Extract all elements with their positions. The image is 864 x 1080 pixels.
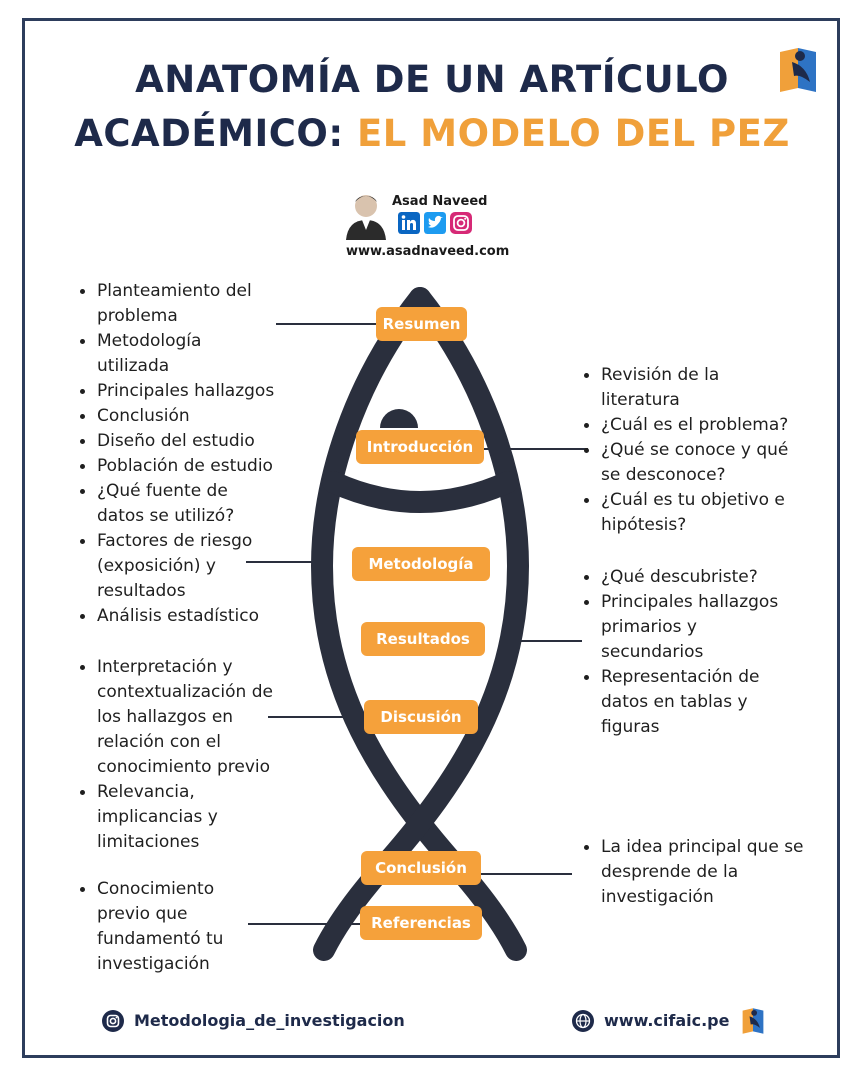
list-item: Análisis estadístico bbox=[77, 604, 297, 629]
title-line-2-text: ACADÉMICO: bbox=[74, 112, 358, 155]
introduccion-notes: Revisión de la literatura ¿Cuál es el pr… bbox=[581, 363, 811, 538]
twitter-icon[interactable] bbox=[424, 212, 446, 234]
section-metodologia: Metodología bbox=[352, 547, 490, 581]
section-discusion: Discusión bbox=[364, 700, 478, 734]
referencias-notes: Conocimiento previo que fundamentó tu in… bbox=[77, 877, 257, 977]
list-item: Conclusión bbox=[77, 404, 277, 429]
conclusion-notes: La idea principal que se desprende de la… bbox=[581, 835, 804, 910]
discusion-notes: Interpretación y contextualización de lo… bbox=[77, 655, 289, 855]
section-conclusion: Conclusión bbox=[361, 851, 481, 885]
footer-instagram-handle[interactable]: Metodologia_de_investigacion bbox=[134, 1011, 405, 1030]
list-item: Representación de datos en tablas y figu… bbox=[581, 665, 791, 740]
title-line-2: ACADÉMICO: EL MODELO DEL PEZ bbox=[0, 112, 864, 155]
instagram-icon[interactable] bbox=[450, 212, 472, 234]
linkedin-icon[interactable] bbox=[398, 212, 420, 234]
list-item: Factores de riesgo (exposición) y result… bbox=[77, 529, 277, 604]
author-name: Asad Naveed bbox=[392, 194, 488, 209]
list-item: ¿Cuál es el problema? bbox=[581, 413, 811, 438]
list-item: ¿Qué se conoce y qué se desconoce? bbox=[581, 438, 811, 488]
instagram-icon[interactable] bbox=[102, 1010, 124, 1032]
list-item: La idea principal que se desprende de la… bbox=[581, 835, 806, 910]
page-frame bbox=[22, 18, 840, 1058]
list-item: Metodología utilizada bbox=[77, 329, 277, 379]
list-item: Revisión de la literatura bbox=[581, 363, 751, 413]
list-item: ¿Qué descubriste? bbox=[581, 565, 801, 590]
section-resultados: Resultados bbox=[361, 622, 485, 656]
author-website[interactable]: www.asadnaveed.com bbox=[346, 244, 510, 259]
list-item: Relevancia, implicancias y limitaciones bbox=[77, 780, 257, 855]
list-item: Principales hallazgos primarios y secund… bbox=[581, 590, 801, 665]
author-avatar bbox=[346, 195, 386, 240]
list-item: Población de estudio bbox=[77, 454, 297, 479]
metodologia-notes: Diseño del estudio Población de estudio … bbox=[77, 429, 297, 629]
list-item: ¿Cuál es tu objetivo e hipótesis? bbox=[581, 488, 816, 538]
list-item: Principales hallazgos bbox=[77, 379, 277, 404]
resumen-notes: Planteamiento del problema Metodología u… bbox=[77, 279, 277, 429]
section-resumen: Resumen bbox=[376, 307, 467, 341]
author-block: Asad Naveed www.asadnaveed.com bbox=[344, 188, 514, 268]
list-item: Diseño del estudio bbox=[77, 429, 297, 454]
fish-eye bbox=[380, 409, 418, 428]
section-introduccion: Introducción bbox=[356, 430, 484, 464]
section-referencias: Referencias bbox=[360, 906, 482, 940]
globe-icon bbox=[572, 1010, 594, 1032]
title-line-1: ANATOMÍA DE UN ARTÍCULO bbox=[0, 58, 864, 101]
fish-body-right bbox=[313, 287, 529, 961]
list-item: Planteamiento del problema bbox=[77, 279, 277, 329]
title-line-1-text: ANATOMÍA DE UN ARTÍCULO bbox=[135, 58, 729, 101]
list-item: Conocimiento previo que fundamentó tu in… bbox=[77, 877, 247, 977]
list-item: ¿Qué fuente de datos se utilizó? bbox=[77, 479, 267, 529]
fish-gill bbox=[322, 471, 519, 513]
list-item: Interpretación y contextualización de lo… bbox=[77, 655, 289, 780]
cifaic-logo-icon bbox=[780, 48, 816, 92]
resultados-notes: ¿Qué descubriste? Principales hallazgos … bbox=[581, 565, 801, 740]
fish-body-left bbox=[311, 287, 527, 961]
footer-website[interactable]: www.cifaic.pe bbox=[604, 1011, 730, 1030]
cifaic-logo-icon bbox=[742, 1008, 764, 1034]
title-accent-text: EL MODELO DEL PEZ bbox=[357, 112, 790, 155]
